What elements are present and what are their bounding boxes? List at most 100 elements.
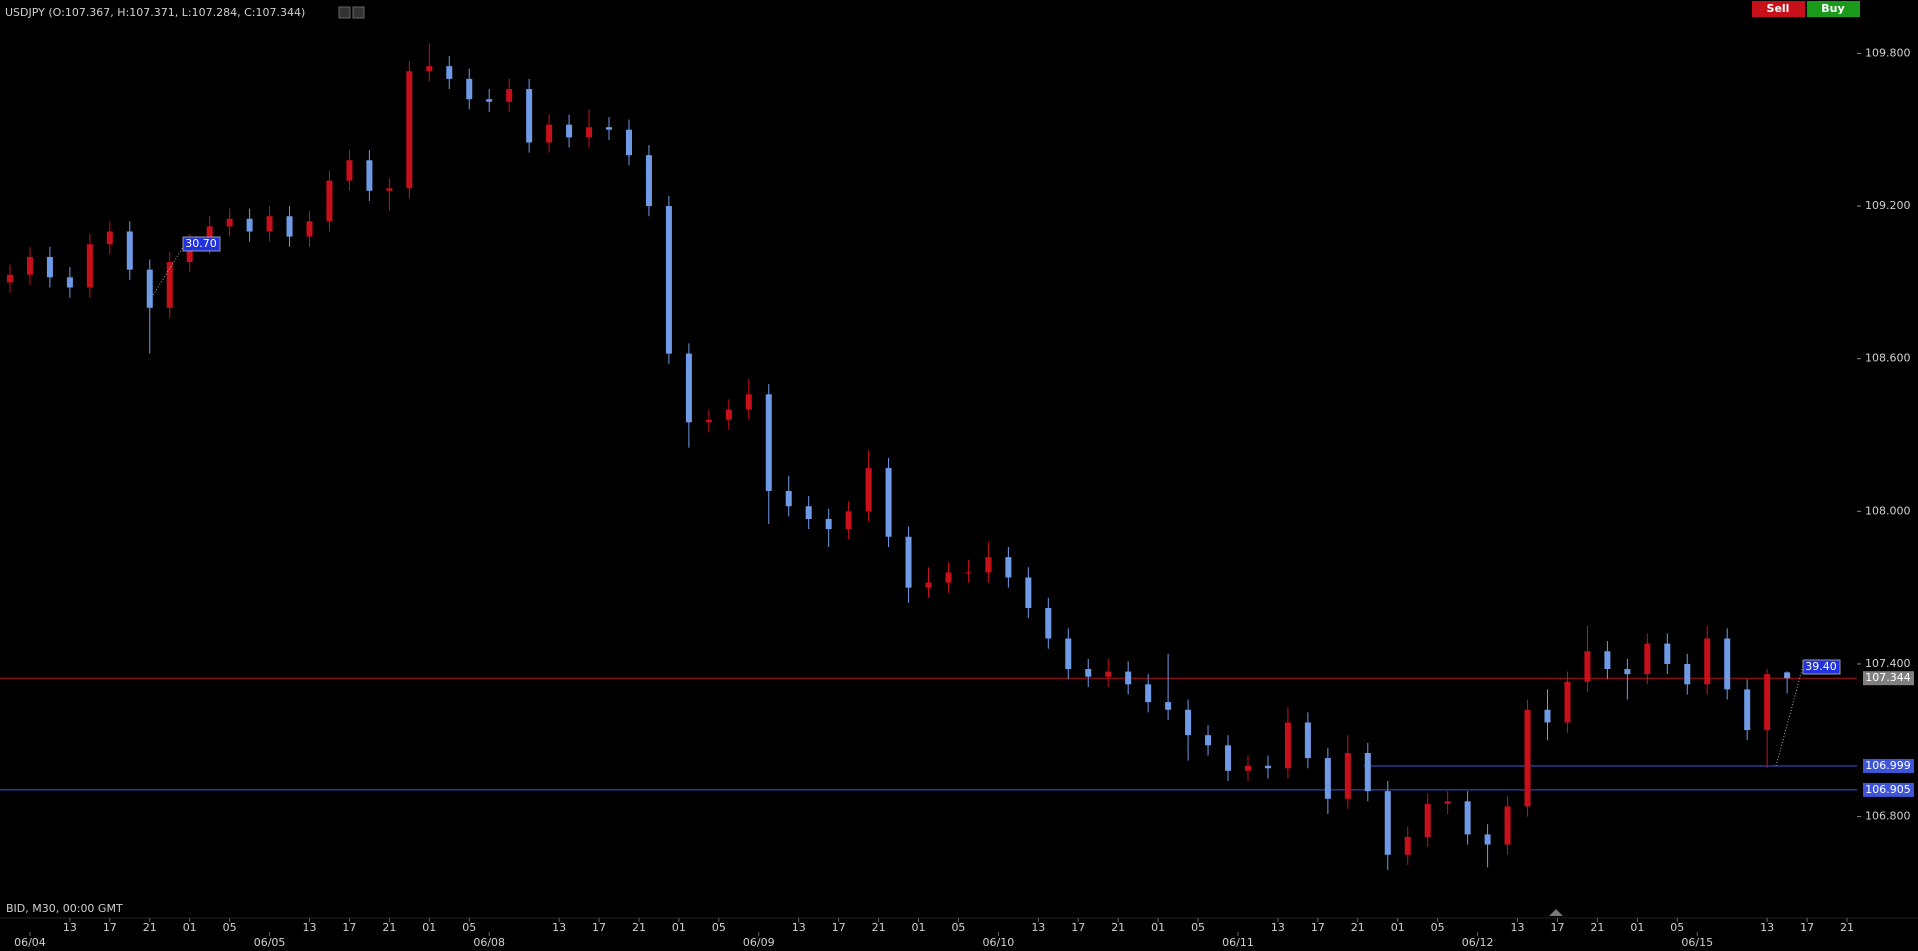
- x-tick-label: 21: [632, 921, 646, 934]
- date-tick-label: 06/04: [14, 936, 46, 949]
- candle-body: [586, 127, 593, 138]
- price-box: [1863, 782, 1914, 797]
- candle-body: [1564, 681, 1571, 723]
- candle-body: [625, 129, 632, 156]
- y-tick-label: 109.800: [1865, 46, 1911, 59]
- candle-body: [1005, 557, 1012, 578]
- x-tick-label: 17: [1311, 921, 1325, 934]
- candle-body: [725, 409, 732, 420]
- candle-body: [126, 231, 133, 270]
- x-tick-label: 17: [342, 921, 356, 934]
- candle-body: [1664, 643, 1671, 664]
- candle-body: [925, 582, 932, 588]
- x-tick-label: 01: [672, 921, 686, 934]
- candle-body: [1324, 758, 1331, 799]
- x-tick-label: 17: [592, 921, 606, 934]
- annotation: 30.70: [185, 237, 217, 250]
- candle-body: [945, 572, 952, 583]
- candle-body: [1764, 674, 1771, 731]
- y-tick-label: 106.800: [1865, 810, 1911, 823]
- candle-body: [346, 160, 353, 181]
- candle-body: [1165, 702, 1172, 710]
- x-tick-label: 05: [1670, 921, 1684, 934]
- price-label: 106.905: [1865, 783, 1911, 796]
- date-tick-label: 06/15: [1681, 936, 1713, 949]
- candle-body: [1264, 765, 1271, 769]
- candle-body: [566, 124, 573, 138]
- sell-label[interactable]: Sell: [1767, 2, 1790, 15]
- y-tick-label: 108.600: [1865, 352, 1911, 365]
- candle-body: [785, 490, 792, 507]
- candle-body: [146, 269, 153, 308]
- x-tick-label: 21: [1840, 921, 1854, 934]
- candle-body: [26, 256, 33, 275]
- candle-body: [86, 244, 93, 288]
- candle-body: [885, 468, 892, 537]
- x-tick-label: 17: [1550, 921, 1564, 934]
- candle-body: [825, 518, 832, 530]
- buy-label[interactable]: Buy: [1821, 2, 1844, 15]
- candle-body: [905, 536, 912, 588]
- candle-body: [266, 216, 273, 232]
- candle-body: [1424, 803, 1431, 837]
- candle-body: [865, 468, 872, 512]
- date-tick-label: 06/12: [1462, 936, 1494, 949]
- candle-body: [805, 506, 812, 519]
- price-label: 106.999: [1865, 759, 1911, 772]
- x-tick-label: 17: [1071, 921, 1085, 934]
- measure-line: [149, 243, 186, 301]
- settings-icon[interactable]: [338, 6, 351, 19]
- candle-body: [1784, 672, 1791, 679]
- candle-body: [166, 262, 173, 308]
- x-tick-label: 21: [872, 921, 886, 934]
- x-tick-label: 05: [223, 921, 237, 934]
- x-tick-label: 01: [183, 921, 197, 934]
- candle-body: [226, 218, 233, 227]
- candle-body: [1644, 643, 1651, 675]
- config-icon[interactable]: [352, 6, 365, 19]
- buy-button[interactable]: [1807, 1, 1860, 17]
- x-tick-label: 21: [1111, 921, 1125, 934]
- candle-body: [1025, 577, 1032, 608]
- x-tick-label: 05: [951, 921, 965, 934]
- candle-body: [366, 160, 373, 191]
- x-tick-label: 05: [1431, 921, 1445, 934]
- x-tick-label: 05: [1191, 921, 1205, 934]
- candle-body: [665, 206, 672, 354]
- candle-body: [1724, 638, 1731, 690]
- candle-body: [1105, 671, 1112, 677]
- candle-body: [1624, 669, 1631, 675]
- candle-body: [506, 89, 513, 102]
- x-tick-label: 21: [1590, 921, 1604, 934]
- candle-body: [1085, 669, 1092, 677]
- candle-body: [326, 180, 333, 222]
- x-tick-label: 13: [1511, 921, 1525, 934]
- candle-body: [66, 277, 73, 288]
- candle-body: [6, 274, 13, 283]
- candle-body: [1304, 722, 1311, 759]
- candle-body: [1185, 709, 1192, 736]
- candle-body: [1544, 709, 1551, 723]
- measure-line: [1775, 665, 1804, 767]
- candle-body: [606, 127, 613, 130]
- y-tick-label: 107.400: [1865, 657, 1911, 670]
- candle-body: [1484, 834, 1491, 845]
- x-tick-label: 01: [1630, 921, 1644, 934]
- x-tick-label: 13: [792, 921, 806, 934]
- x-tick-label: 13: [1271, 921, 1285, 934]
- candle-body: [186, 244, 193, 263]
- candle-body: [46, 256, 53, 278]
- candle-body: [526, 89, 533, 143]
- candle-body: [1464, 801, 1471, 835]
- candle-body: [1684, 663, 1691, 685]
- candle-body: [386, 188, 393, 191]
- candle-body: [1444, 801, 1451, 804]
- x-tick-label: 13: [1031, 921, 1045, 934]
- date-tick-label: 06/11: [1222, 936, 1254, 949]
- x-tick-label: 17: [1800, 921, 1814, 934]
- scroll-marker[interactable]: [1549, 909, 1563, 916]
- candle-body: [1364, 752, 1371, 792]
- sell-button[interactable]: [1752, 1, 1805, 17]
